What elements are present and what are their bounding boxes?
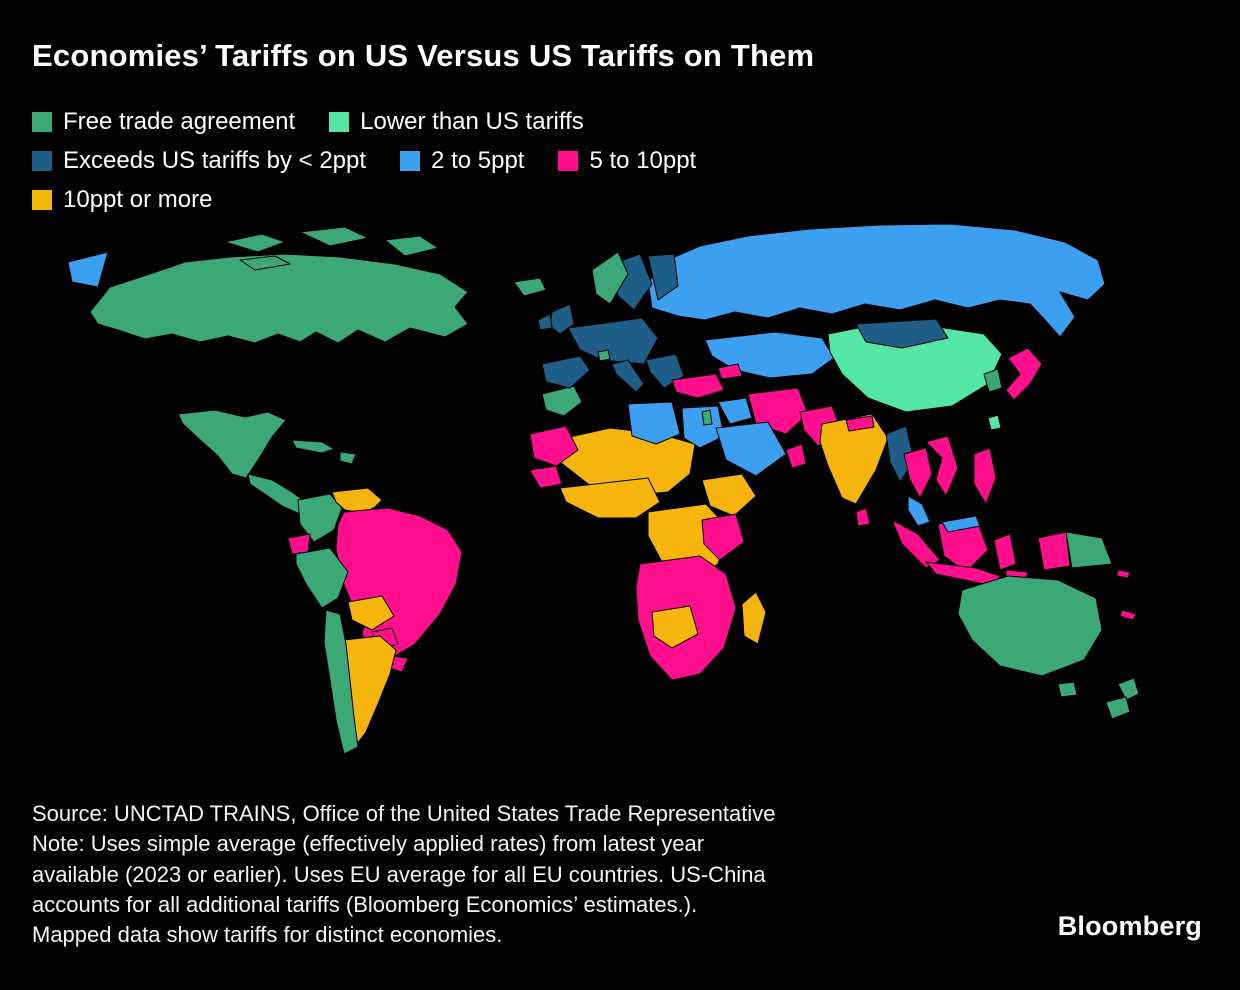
source-line-2: Note: Uses simple average (effectively a… <box>32 831 705 857</box>
region-philippines <box>973 447 997 505</box>
source-line-3: available (2023 or earlier). Uses EU ave… <box>32 861 766 887</box>
region-new-zealand-north <box>1117 677 1140 701</box>
region-brazil <box>335 507 463 661</box>
legend-swatch-5-to-10ppt <box>558 151 579 171</box>
region-india <box>819 413 889 505</box>
legend-item-2-to-5ppt: 2 to 5ppt <box>400 147 524 175</box>
legend-item-free-trade-agreement: Free trade agreement <box>32 108 295 136</box>
legend-swatch-exceeds-by-lt-2ppt <box>32 151 52 171</box>
legend-label-2-to-5ppt: 2 to 5ppt <box>431 147 525 174</box>
region-canada-arctic-2 <box>299 226 369 247</box>
region-papua-new-guinea <box>1065 531 1113 569</box>
region-switzerland <box>597 349 611 362</box>
legend-label-exceeds-by-lt-2ppt: Exceeds US tariffs by < 2ppt <box>63 147 367 174</box>
region-eu-finland <box>647 253 679 301</box>
chart-title: Economies’ Tariffs on US Versus US Tarif… <box>32 38 815 73</box>
region-egypt <box>681 405 725 449</box>
region-vietnam <box>925 435 959 497</box>
region-ethiopia <box>701 473 757 517</box>
region-malaysia-borneo <box>941 515 981 533</box>
bloomberg-logo: Bloomberg <box>1057 911 1202 941</box>
region-saudi-arabia <box>715 421 787 477</box>
region-peru <box>295 547 349 609</box>
region-caucasus <box>717 363 743 380</box>
region-eu-iberia <box>541 355 591 389</box>
legend-swatch-lower-than-us-tariffs <box>329 112 350 132</box>
region-norway <box>591 251 629 305</box>
legend-label-free-trade-agreement: Free trade agreement <box>63 108 296 135</box>
source-note: Source: UNCTAD TRAINS, Office of the Uni… <box>32 799 775 950</box>
region-canada-arctic-3 <box>384 235 439 257</box>
region-libya <box>627 401 681 445</box>
region-mexico <box>177 409 287 479</box>
legend-label-5-to-10ppt: 5 to 10ppt <box>589 147 697 174</box>
region-ecuador <box>287 533 311 555</box>
region-eu-france-central <box>567 317 659 365</box>
region-iraq <box>717 397 753 425</box>
source-line-5: Mapped data show tariffs for distinct ec… <box>32 922 503 948</box>
region-cuba <box>291 439 335 454</box>
legend-label-lower-than-us-tariffs: Lower than US tariffs <box>360 108 584 135</box>
legend-swatch-10ppt-or-more <box>32 190 52 210</box>
region-turkey <box>671 373 725 399</box>
source-line-1: Source: UNCTAD TRAINS, Office of the Uni… <box>32 801 776 826</box>
region-thailand <box>903 447 933 499</box>
region-canada-arctic-4 <box>239 255 291 271</box>
region-bolivia <box>347 595 395 631</box>
region-nepal <box>845 415 875 432</box>
region-madagascar <box>741 591 767 645</box>
world-map <box>0 212 1240 790</box>
region-south-korea <box>983 368 1003 393</box>
region-taiwan <box>987 414 1002 431</box>
region-canada-arctic-1 <box>224 233 286 253</box>
legend-swatch-2-to-5ppt <box>400 151 421 171</box>
region-colombia <box>297 493 343 543</box>
region-israel <box>701 409 713 426</box>
region-eu-italy <box>611 359 645 393</box>
region-oman <box>785 443 807 469</box>
region-australia <box>957 575 1103 677</box>
region-solomon-islands <box>1116 569 1131 579</box>
region-east-africa <box>701 513 745 561</box>
region-senegal <box>529 465 563 489</box>
region-japan <box>1005 347 1043 401</box>
region-indonesia-west-new-guinea <box>1037 531 1071 571</box>
region-new-caledonia <box>1119 609 1137 621</box>
region-malaysia-peninsula <box>907 495 931 527</box>
legend-item-5-to-10ppt: 5 to 10ppt <box>558 147 696 175</box>
region-morocco <box>541 385 583 417</box>
region-chile <box>323 609 359 755</box>
region-tasmania <box>1057 681 1078 698</box>
region-indonesia-sumatra <box>891 519 941 569</box>
region-hispaniola <box>339 451 357 465</box>
legend-item-exceeds-by-lt-2ppt: Exceeds US tariffs by < 2ppt <box>32 147 366 175</box>
legend-item-lower-than-us-tariffs: Lower than US tariffs <box>329 108 584 136</box>
region-gulf-of-guinea <box>559 477 661 519</box>
region-mauritania <box>529 425 579 467</box>
region-russia <box>647 223 1106 338</box>
region-new-zealand-south <box>1105 696 1131 720</box>
region-iceland <box>513 277 547 297</box>
region-mongolia <box>855 318 949 349</box>
region-indonesia-sulawesi <box>993 533 1017 571</box>
legend-item-10ppt-or-more: 10ppt or more <box>32 186 212 214</box>
region-sri-lanka <box>855 507 871 527</box>
legend-swatch-free-trade-agreement <box>32 112 52 132</box>
source-line-4: accounts for all additional tariffs (Blo… <box>32 891 698 917</box>
region-russia-chukotka <box>67 251 109 288</box>
legend-label-10ppt-or-more: 10ppt or more <box>63 186 213 213</box>
region-botswana <box>651 605 699 649</box>
region-canada <box>89 253 469 344</box>
region-ireland <box>537 313 553 331</box>
world-map-svg <box>67 223 1140 755</box>
legend: Free trade agreement Lower than US tarif… <box>32 108 902 214</box>
